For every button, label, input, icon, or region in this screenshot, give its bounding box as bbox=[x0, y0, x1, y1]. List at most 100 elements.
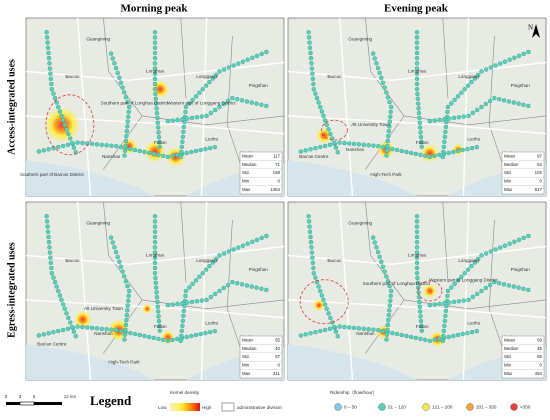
station bbox=[445, 293, 450, 299]
station bbox=[123, 143, 128, 149]
stats-value: 0 bbox=[540, 363, 543, 368]
station bbox=[152, 234, 158, 240]
stats-value: 64 bbox=[537, 162, 542, 167]
place-label: Futian bbox=[154, 324, 167, 329]
station bbox=[384, 90, 389, 95]
station bbox=[414, 35, 420, 40]
station bbox=[351, 141, 357, 147]
stats-name: Mean bbox=[504, 337, 516, 342]
station bbox=[417, 125, 423, 130]
station bbox=[124, 313, 130, 318]
station bbox=[414, 224, 420, 229]
station bbox=[308, 234, 313, 240]
station bbox=[326, 311, 331, 316]
stats-name: Max bbox=[242, 371, 251, 376]
station bbox=[146, 150, 152, 156]
station bbox=[413, 335, 419, 341]
station bbox=[318, 328, 323, 334]
station bbox=[324, 122, 329, 128]
place-label: Longhua bbox=[146, 253, 164, 258]
station bbox=[335, 334, 340, 339]
highlight-ellipse bbox=[417, 280, 443, 302]
station bbox=[446, 150, 451, 156]
station bbox=[442, 318, 448, 324]
district-boundary bbox=[488, 35, 508, 179]
station bbox=[441, 333, 446, 339]
station bbox=[126, 298, 131, 303]
station bbox=[249, 284, 254, 289]
station bbox=[152, 55, 158, 61]
station bbox=[180, 134, 186, 140]
station bbox=[89, 325, 95, 331]
ridership-swatch bbox=[510, 403, 518, 411]
station bbox=[303, 148, 308, 153]
station bbox=[414, 45, 420, 50]
district-boundary bbox=[180, 201, 187, 283]
road bbox=[76, 201, 92, 381]
station bbox=[451, 299, 457, 305]
station bbox=[193, 278, 199, 283]
stats-table bbox=[239, 335, 283, 379]
station bbox=[175, 117, 180, 123]
station bbox=[472, 76, 477, 81]
place-label: Pingshan bbox=[249, 83, 269, 88]
station bbox=[501, 98, 507, 103]
station bbox=[125, 303, 130, 308]
place-label: Bao'an Centre bbox=[299, 154, 329, 159]
station bbox=[122, 337, 127, 342]
place-label: Guangming bbox=[86, 37, 110, 42]
station bbox=[45, 40, 50, 45]
station bbox=[179, 333, 184, 339]
station bbox=[387, 303, 392, 308]
station bbox=[244, 99, 250, 104]
station bbox=[385, 279, 391, 284]
station bbox=[113, 65, 119, 71]
stats-value: 97 bbox=[537, 153, 542, 158]
station bbox=[388, 109, 393, 115]
station bbox=[331, 140, 337, 146]
station bbox=[451, 333, 456, 339]
station bbox=[342, 140, 347, 146]
place-label: Western part of Longgang District bbox=[429, 278, 498, 283]
station bbox=[445, 288, 451, 294]
station bbox=[308, 147, 313, 152]
stats-name: Min bbox=[504, 179, 512, 184]
station bbox=[479, 253, 484, 258]
station bbox=[124, 317, 129, 323]
station bbox=[46, 55, 52, 61]
station bbox=[388, 114, 393, 119]
station bbox=[213, 256, 219, 262]
station bbox=[335, 150, 340, 155]
road bbox=[338, 201, 354, 381]
stats-value: 40 bbox=[275, 346, 280, 351]
station bbox=[245, 57, 250, 62]
stats-name: Max bbox=[242, 187, 251, 192]
station bbox=[506, 283, 512, 288]
station bbox=[217, 253, 222, 258]
station bbox=[521, 235, 526, 241]
station bbox=[441, 149, 446, 155]
station bbox=[483, 101, 489, 107]
station bbox=[249, 100, 254, 105]
station bbox=[62, 306, 67, 312]
station bbox=[322, 302, 328, 307]
station bbox=[36, 333, 42, 338]
station bbox=[474, 328, 480, 334]
station bbox=[417, 115, 422, 121]
station bbox=[207, 79, 212, 85]
station bbox=[153, 96, 158, 101]
station bbox=[155, 125, 161, 130]
station bbox=[526, 49, 531, 55]
station bbox=[44, 219, 50, 224]
station bbox=[443, 313, 448, 319]
station bbox=[132, 331, 138, 337]
station bbox=[459, 274, 464, 279]
station bbox=[122, 90, 127, 95]
station bbox=[189, 333, 194, 339]
station bbox=[126, 114, 131, 119]
station bbox=[198, 147, 203, 153]
station bbox=[488, 65, 494, 70]
station bbox=[427, 119, 433, 124]
station bbox=[244, 283, 250, 288]
station bbox=[165, 154, 171, 160]
